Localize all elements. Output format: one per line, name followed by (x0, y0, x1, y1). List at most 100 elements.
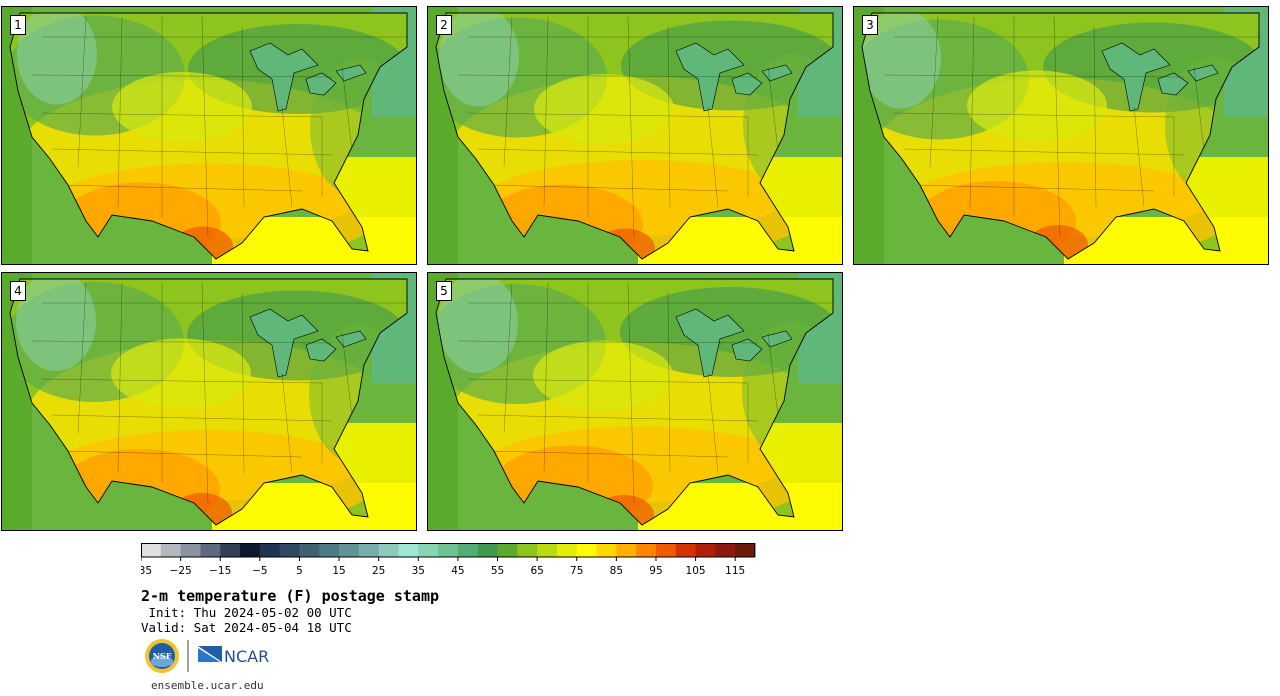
state-boundary (117, 282, 123, 474)
colorbar-swatch (279, 543, 300, 557)
colorbar-swatch (418, 543, 439, 557)
state-boundary (117, 16, 123, 208)
colorbar-tick-label: 65 (530, 565, 543, 577)
state-boundary (1093, 26, 1097, 208)
great-lakes (675, 42, 793, 112)
state-boundary (707, 372, 719, 474)
state-boundary (61, 184, 303, 192)
state-boundary (457, 74, 759, 78)
colorbar-swatch (339, 543, 360, 557)
panel-label: 4 (10, 281, 26, 301)
logos: NSF NCAR (145, 639, 269, 673)
colorbar-swatch (596, 543, 617, 557)
colorbar-swatch (220, 543, 241, 557)
state-boundary (1053, 16, 1061, 238)
colorbar-swatch (576, 543, 598, 557)
colorbar-swatch (319, 543, 340, 557)
state-boundary (503, 16, 513, 168)
colorbar-swatch (358, 543, 380, 557)
init-time: Init: Thu 2024-05-02 00 UTC (141, 605, 352, 620)
state-boundary (467, 112, 749, 118)
state-boundary (543, 16, 549, 208)
coastline (435, 278, 834, 526)
nsf-logo-text: NSF (153, 651, 172, 661)
great-lakes (675, 308, 793, 378)
colorbar-swatch (259, 543, 281, 557)
state-boundary (281, 372, 293, 474)
panel-label: 5 (436, 281, 452, 301)
state-boundary (477, 148, 759, 156)
state-boundary (477, 414, 759, 422)
colorbar-tick-label: 105 (686, 565, 706, 577)
colorbar-tick-label: 75 (570, 565, 583, 577)
colorbar-swatch (655, 543, 677, 557)
colorbar-tick-label: 35 (412, 565, 425, 577)
state-boundary (281, 106, 293, 208)
colorbar-swatch (537, 543, 558, 557)
state-boundary (51, 414, 333, 422)
temperature-map (2, 273, 416, 530)
panel-label: 2 (436, 15, 452, 35)
colorbar-swatch (378, 543, 399, 557)
state-boundary (883, 74, 1185, 78)
colorbar-swatch (695, 543, 716, 557)
panel-label: 1 (10, 15, 26, 35)
land-field (436, 13, 833, 259)
colorbar-frame (141, 543, 755, 558)
coastline (9, 12, 408, 260)
state-boundary (1133, 106, 1145, 208)
colorbar-swatch (299, 543, 320, 557)
temperature-colorbar: −35 −25 −15 −5 5 15 25 35 45 55 65 75 85 95 105 115 (141, 543, 756, 577)
colorbar-tick-label: 95 (649, 565, 662, 577)
colorbar-swatch (616, 543, 637, 557)
great-lakes (249, 42, 367, 112)
colorbar-swatch (180, 543, 201, 557)
state-boundary (467, 378, 749, 384)
colorbar-tick-label: 115 (725, 565, 745, 577)
colorbar-swatch (517, 543, 538, 557)
great-lakes (249, 308, 367, 378)
colorbar-tick-label: 85 (610, 565, 623, 577)
postage-stamp-map-2: 2 (427, 6, 843, 265)
colorbar-swatch (457, 543, 479, 557)
state-boundary (41, 378, 323, 384)
colorbar-swatch (141, 543, 162, 557)
state-boundary (31, 340, 333, 344)
state-boundary (903, 148, 1185, 156)
state-boundary (201, 282, 209, 504)
nsf-logo: NSF (145, 639, 179, 673)
temperature-map (854, 7, 1268, 264)
colorbar-swatch (477, 543, 499, 557)
state-boundary (41, 112, 323, 118)
state-boundary (201, 16, 209, 238)
state-boundary (929, 16, 939, 168)
state-boundary (77, 16, 87, 168)
great-lakes (1101, 42, 1219, 112)
colorbar-tick-label: 15 (332, 565, 345, 577)
postage-stamp-map-4: 4 (1, 272, 417, 531)
state-boundary (457, 340, 759, 344)
valid-time: Valid: Sat 2024-05-04 18 UTC (141, 620, 352, 635)
state-boundary (969, 16, 975, 208)
colorbar-swatch (240, 543, 261, 557)
state-boundary (913, 184, 1155, 192)
panel-label: 3 (862, 15, 878, 35)
colorbar-swatch (556, 543, 578, 557)
ncar-logo-text: NCAR (224, 647, 269, 666)
site-url: ensemble.ucar.edu (151, 679, 264, 692)
temperature-map (428, 7, 842, 264)
colorbar-swatch (200, 543, 221, 557)
state-boundary (241, 26, 245, 208)
colorbar-swatch (735, 543, 756, 557)
colorbar-swatch (398, 543, 419, 557)
colorbar-tick-label: 45 (451, 565, 464, 577)
colorbar-tick-label: 55 (491, 565, 504, 577)
coastline (861, 12, 1260, 260)
state-boundary (667, 26, 671, 208)
colorbar-swatch (715, 543, 736, 557)
colorbar-tick-label: −25 (170, 565, 192, 577)
postage-stamp-map-3: 3 (853, 6, 1269, 265)
coastline (435, 12, 834, 260)
ncar-logo: NCAR (198, 646, 269, 666)
state-boundary (893, 112, 1175, 118)
